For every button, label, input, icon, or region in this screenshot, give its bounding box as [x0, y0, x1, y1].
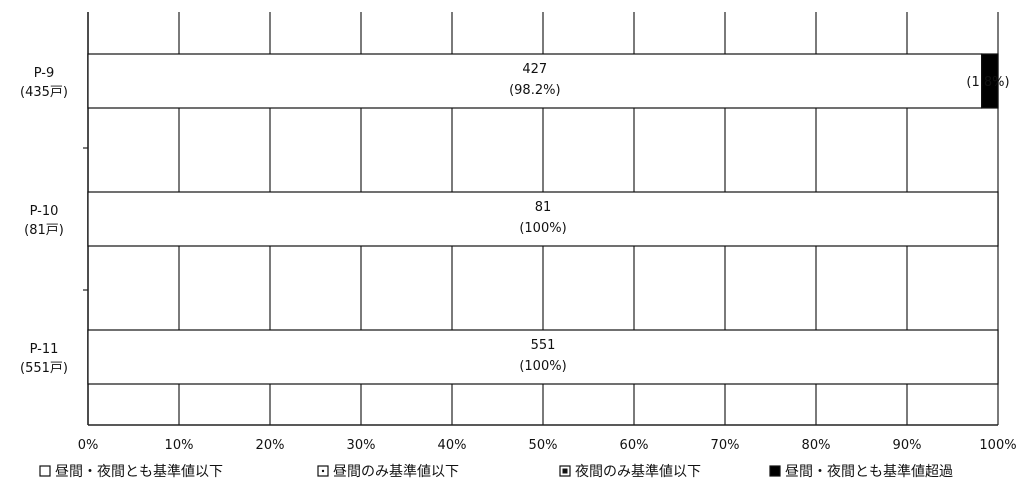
category-sublabel: (435戸)	[20, 85, 68, 100]
category-label: P-10	[30, 204, 59, 219]
category-label: P-9	[34, 66, 55, 81]
category-sublabel: (551戸)	[20, 361, 68, 376]
category-labels: P-9 (435戸) P-10 (81戸) P-11 (551戸)	[20, 66, 68, 376]
x-tick-label: 80%	[802, 438, 831, 453]
x-tick-label: 70%	[711, 438, 740, 453]
data-label: (1.8%)	[966, 75, 1009, 90]
legend-label: 昼間のみ基準値以下	[333, 463, 459, 480]
data-label: 551	[531, 338, 556, 353]
x-tick-label: 90%	[893, 438, 922, 453]
bar-below-both	[87, 191, 999, 247]
x-tick-label: 30%	[347, 438, 376, 453]
x-tick-label: 0%	[78, 438, 99, 453]
category-sublabel: (81戸)	[24, 223, 64, 238]
data-label: (98.2%)	[509, 83, 560, 98]
x-tick-label: 60%	[620, 438, 649, 453]
bar-exceed-both	[981, 53, 999, 109]
legend-label: 昼間・夜間とも基準値以下	[55, 463, 223, 480]
x-tick-label: 100%	[979, 438, 1016, 453]
data-label: (100%)	[519, 221, 566, 236]
legend: 昼間・夜間とも基準値以下 昼間のみ基準値以下 夜間のみ基準値以下 昼間・夜間とも基準値…	[39, 463, 953, 480]
x-tick-label: 10%	[165, 438, 194, 453]
data-labels: 427 (98.2%) (1.8%) 81 (100%) 551 (100%)	[509, 62, 1010, 374]
legend-swatch-pattern	[321, 469, 325, 473]
legend-label: 昼間・夜間とも基準値超過	[785, 463, 953, 480]
legend-swatch-pattern	[562, 468, 568, 474]
x-tick-label: 50%	[529, 438, 558, 453]
bar-below-both	[87, 329, 999, 385]
data-label: 427	[522, 62, 547, 77]
category-label: P-11	[30, 342, 59, 357]
x-tick-label: 20%	[256, 438, 285, 453]
legend-swatch	[39, 465, 51, 477]
bars	[87, 53, 999, 385]
x-tick-label: 40%	[438, 438, 467, 453]
data-label: 81	[535, 200, 552, 215]
legend-swatch	[769, 465, 781, 477]
data-label: (100%)	[519, 359, 566, 374]
x-axis-ticks: 0% 10% 20% 30% 40% 50% 60% 70% 80% 90% 100%	[78, 438, 1017, 453]
legend-label: 夜間のみ基準値以下	[575, 463, 701, 480]
